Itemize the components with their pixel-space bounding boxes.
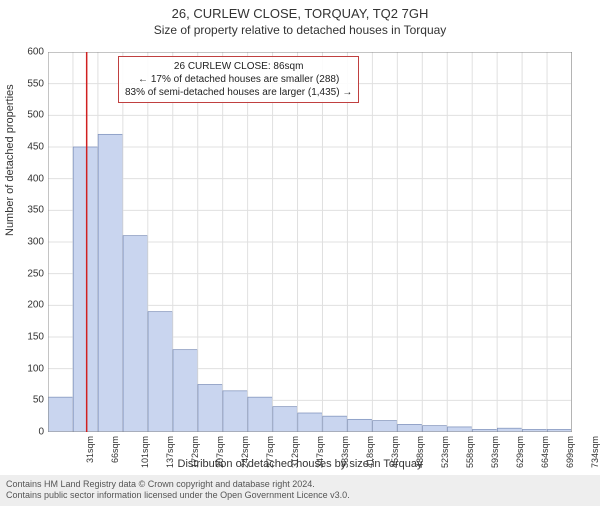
y-tick: 50 <box>16 395 44 406</box>
histogram-plot <box>48 52 572 432</box>
annotation-line: 26 CURLEW CLOSE: 86sqm <box>125 60 352 73</box>
chart-subtitle: Size of property relative to detached ho… <box>0 23 600 37</box>
y-tick: 400 <box>16 173 44 184</box>
property-annotation: 26 CURLEW CLOSE: 86sqm← 17% of detached … <box>118 56 359 103</box>
annotation-line: ← 17% of detached houses are smaller (28… <box>125 73 352 86</box>
y-axis-label: Number of detached properties <box>4 84 16 236</box>
y-tick: 450 <box>16 142 44 153</box>
footer-line-1: Contains HM Land Registry data © Crown c… <box>6 479 594 491</box>
annotation-line: 83% of semi-detached houses are larger (… <box>125 86 352 99</box>
y-tick: 200 <box>16 300 44 311</box>
x-axis-label: Distribution of detached houses by size … <box>0 458 600 470</box>
y-tick: 350 <box>16 205 44 216</box>
y-tick: 150 <box>16 332 44 343</box>
y-tick: 100 <box>16 363 44 374</box>
footer-line-2: Contains public sector information licen… <box>6 490 594 502</box>
footer-attribution: Contains HM Land Registry data © Crown c… <box>0 475 600 506</box>
y-tick: 250 <box>16 268 44 279</box>
y-tick: 550 <box>16 78 44 89</box>
y-tick: 500 <box>16 110 44 121</box>
y-tick: 300 <box>16 237 44 248</box>
y-tick: 600 <box>16 47 44 58</box>
page-title: 26, CURLEW CLOSE, TORQUAY, TQ2 7GH <box>0 6 600 21</box>
y-tick: 0 <box>16 427 44 438</box>
chart-area: 26 CURLEW CLOSE: 86sqm← 17% of detached … <box>48 52 572 432</box>
